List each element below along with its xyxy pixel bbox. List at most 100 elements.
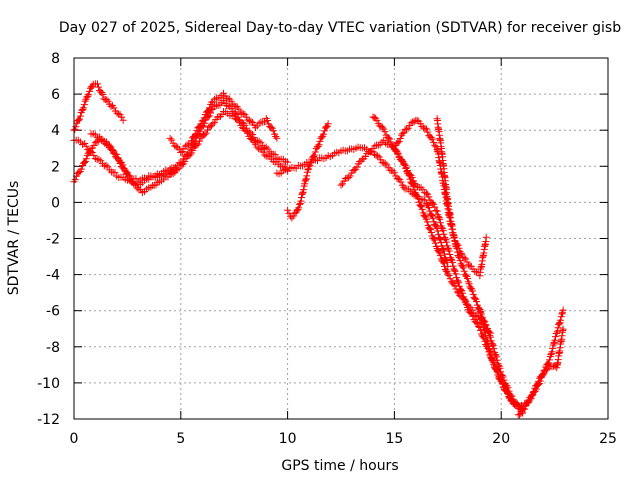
y-tick-label: -10	[37, 376, 60, 392]
data-point-marker	[197, 120, 205, 128]
data-point-marker	[430, 200, 438, 208]
data-point-marker	[427, 226, 435, 234]
data-point-marker	[457, 286, 465, 294]
data-point-marker	[427, 133, 435, 141]
data-point-marker	[99, 91, 107, 99]
data-point-marker	[427, 211, 435, 219]
data-point-marker	[450, 266, 458, 274]
data-point-marker	[95, 83, 103, 91]
data-point-marker	[113, 109, 121, 117]
data-point-marker	[303, 172, 311, 180]
data-point-marker	[97, 136, 105, 144]
data-point-marker	[201, 131, 209, 139]
plot-frame	[73, 57, 609, 420]
data-point-marker	[384, 134, 392, 142]
data-point-marker	[444, 270, 452, 278]
data-point-marker	[90, 152, 98, 160]
x-axis-label: GPS time / hours	[281, 458, 398, 474]
data-point-marker	[484, 327, 492, 335]
data-point-marker	[315, 141, 323, 149]
data-point-marker	[314, 142, 322, 150]
y-tick-label: -8	[46, 340, 60, 356]
data-point-marker	[272, 132, 280, 140]
data-point-marker	[418, 123, 426, 131]
x-tick-label: 0	[70, 431, 79, 447]
data-point-marker	[366, 148, 374, 156]
data-point-marker	[402, 163, 410, 171]
data-point-marker	[75, 116, 83, 124]
series-satellite-track-4	[87, 130, 181, 197]
data-point-marker	[431, 221, 439, 229]
data-point-marker	[80, 101, 88, 109]
data-point-marker	[373, 116, 381, 124]
data-point-marker	[462, 255, 470, 263]
data-point-marker	[528, 391, 536, 399]
data-point-marker	[435, 214, 443, 222]
data-point-marker	[252, 140, 260, 148]
data-point-marker	[168, 136, 176, 144]
data-point-marker	[100, 95, 108, 103]
data-point-marker	[378, 158, 386, 166]
data-point-marker	[378, 123, 386, 131]
data-point-marker	[554, 324, 562, 332]
data-point-marker	[527, 392, 535, 400]
data-point-marker	[426, 225, 434, 233]
data-point-marker	[227, 97, 235, 105]
data-point-marker	[218, 110, 226, 118]
data-point-marker	[371, 142, 379, 150]
data-point-marker	[374, 141, 382, 149]
data-point-marker	[425, 204, 433, 212]
data-point-marker	[75, 115, 83, 123]
data-point-marker	[304, 166, 312, 174]
data-point-marker	[284, 206, 292, 214]
data-point-marker	[440, 230, 448, 238]
data-point-marker	[166, 134, 174, 142]
data-point-marker	[499, 379, 507, 387]
data-point-marker	[441, 235, 449, 243]
data-point-marker	[72, 123, 80, 131]
data-point-marker	[210, 118, 218, 126]
data-point-marker	[463, 300, 471, 308]
grid-layer	[74, 58, 608, 419]
data-point-marker	[419, 186, 427, 194]
data-point-marker	[418, 205, 426, 213]
data-point-marker	[381, 159, 389, 167]
x-tick-label: 5	[176, 431, 185, 447]
data-point-marker	[401, 161, 409, 169]
data-point-marker	[91, 154, 99, 162]
data-point-marker	[483, 337, 491, 345]
data-point-marker	[186, 151, 194, 159]
data-point-marker	[395, 137, 403, 145]
data-point-marker	[85, 91, 93, 99]
y-tick-label: -12	[37, 412, 60, 428]
data-point-marker	[337, 181, 345, 189]
data-point-marker	[253, 143, 261, 151]
data-point-marker	[427, 229, 435, 237]
data-point-marker	[446, 251, 454, 259]
data-point-marker	[209, 120, 217, 128]
x-tick-label: 10	[279, 431, 297, 447]
data-point-marker	[459, 289, 467, 297]
data-point-marker	[113, 150, 121, 158]
data-point-marker	[381, 128, 389, 136]
data-point-marker	[194, 140, 202, 148]
data-point-marker	[439, 257, 447, 265]
data-point-marker	[132, 181, 140, 189]
data-point-marker	[428, 199, 436, 207]
data-point-marker	[469, 312, 477, 320]
data-point-marker	[345, 174, 353, 182]
data-point-marker	[457, 249, 465, 257]
data-point-marker	[421, 124, 429, 132]
data-point-marker	[459, 262, 467, 270]
data-point-marker	[490, 358, 498, 366]
data-point-marker	[181, 142, 189, 150]
data-point-marker	[440, 250, 448, 258]
data-point-marker	[489, 340, 497, 348]
data-point-marker	[103, 96, 111, 104]
data-point-marker	[271, 151, 279, 159]
data-point-marker	[450, 234, 458, 242]
data-point-marker	[422, 125, 430, 133]
data-point-marker	[320, 130, 328, 138]
data-point-marker	[397, 178, 405, 186]
